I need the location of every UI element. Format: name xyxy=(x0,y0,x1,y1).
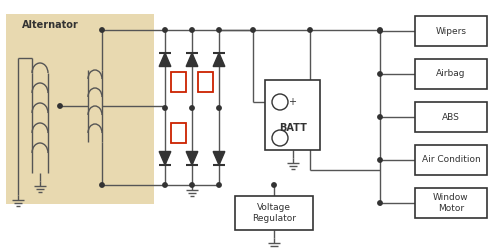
Circle shape xyxy=(378,72,382,76)
Text: ABS: ABS xyxy=(442,113,460,122)
Bar xyxy=(415,145,487,175)
Bar xyxy=(6,14,154,204)
Circle shape xyxy=(217,183,221,187)
Bar xyxy=(415,59,487,89)
Circle shape xyxy=(378,201,382,205)
Circle shape xyxy=(100,183,104,187)
Polygon shape xyxy=(159,152,171,165)
Polygon shape xyxy=(159,53,171,66)
Text: Airbag: Airbag xyxy=(436,69,466,79)
Bar xyxy=(235,196,313,230)
Text: Voltage
Regulator: Voltage Regulator xyxy=(252,203,296,223)
Circle shape xyxy=(190,106,194,110)
Circle shape xyxy=(217,28,221,32)
Circle shape xyxy=(378,115,382,119)
Circle shape xyxy=(251,28,255,32)
Text: BATT: BATT xyxy=(279,123,307,133)
Bar xyxy=(171,123,186,143)
Bar xyxy=(198,72,213,92)
Circle shape xyxy=(378,28,382,32)
Circle shape xyxy=(217,106,221,110)
Polygon shape xyxy=(186,152,198,165)
Bar xyxy=(171,72,186,92)
Circle shape xyxy=(378,29,382,33)
Bar xyxy=(415,102,487,132)
Text: +: + xyxy=(288,97,296,107)
Polygon shape xyxy=(186,53,198,66)
Text: Window
Motor: Window Motor xyxy=(433,193,469,213)
Circle shape xyxy=(190,183,194,187)
Circle shape xyxy=(163,183,167,187)
Circle shape xyxy=(100,28,104,32)
Circle shape xyxy=(58,104,62,108)
Circle shape xyxy=(190,28,194,32)
Text: Alternator: Alternator xyxy=(22,20,79,30)
Bar xyxy=(265,80,320,150)
Bar xyxy=(415,16,487,46)
Polygon shape xyxy=(213,152,225,165)
Circle shape xyxy=(163,106,167,110)
Circle shape xyxy=(378,158,382,162)
Text: Wipers: Wipers xyxy=(436,27,466,35)
Text: Air Condition: Air Condition xyxy=(422,155,480,164)
Circle shape xyxy=(272,183,276,187)
Polygon shape xyxy=(213,53,225,66)
Bar xyxy=(415,188,487,218)
Circle shape xyxy=(163,28,167,32)
Circle shape xyxy=(308,28,312,32)
